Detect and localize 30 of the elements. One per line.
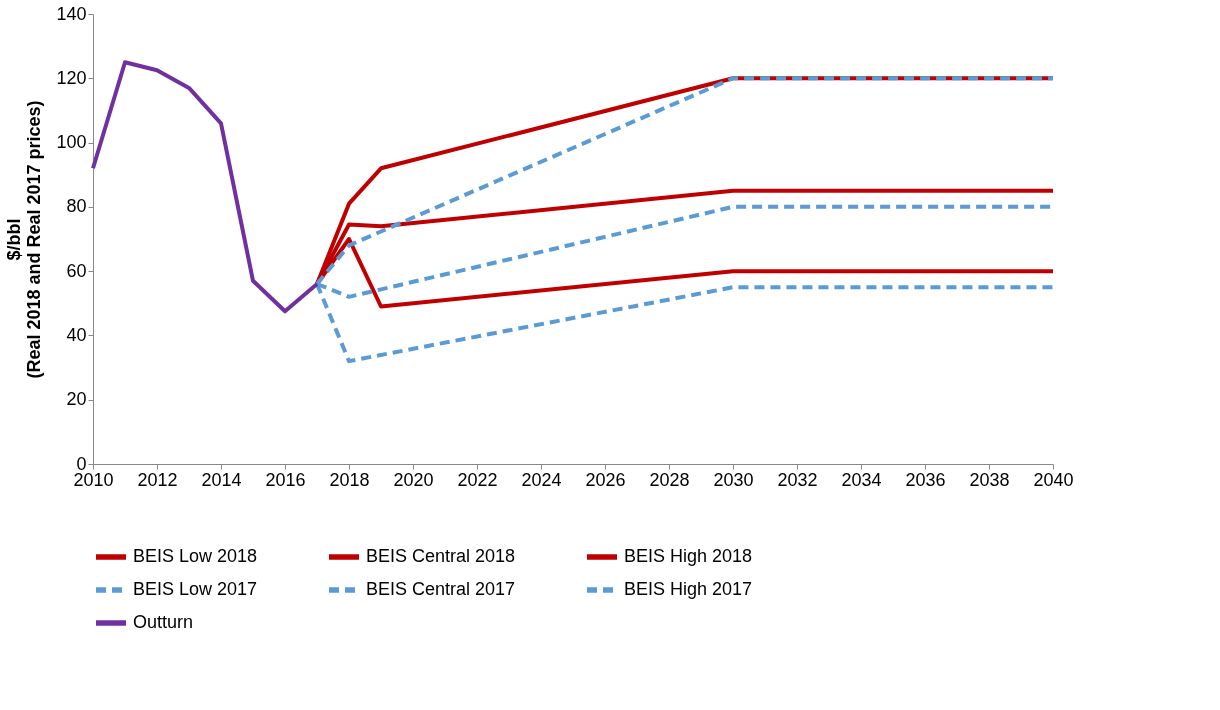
- x-tick-label: 2020: [393, 469, 434, 490]
- x-tick-label: 2014: [201, 469, 242, 490]
- legend-label: BEIS Low 2018: [133, 546, 258, 566]
- y-tick-label: 60: [66, 260, 87, 281]
- x-tick-label: 2022: [457, 469, 498, 490]
- x-tick-label: 2024: [521, 469, 562, 490]
- y-tick-label: 40: [66, 324, 87, 345]
- legend-label: Outturn: [133, 612, 194, 632]
- x-tick-label: 2030: [713, 469, 754, 490]
- x-tick-label: 2038: [969, 469, 1010, 490]
- y-tick-label: 120: [56, 67, 87, 88]
- legend-label: BEIS High 2018: [624, 546, 753, 566]
- x-tick-label: 2016: [265, 469, 306, 490]
- x-tick-label: 2032: [777, 469, 818, 490]
- x-tick-label: 2028: [649, 469, 690, 490]
- y-tick-label: 20: [66, 389, 87, 410]
- x-tick-label: 2012: [137, 469, 178, 490]
- x-tick-label: 2040: [1033, 469, 1074, 490]
- x-tick-label: 2018: [329, 469, 370, 490]
- legend-label: BEIS High 2017: [624, 579, 753, 599]
- legend-label: BEIS Central 2017: [366, 579, 516, 599]
- legend-label: BEIS Central 2018: [366, 546, 516, 566]
- y-tick-label: 100: [56, 132, 87, 153]
- x-tick-label: 2036: [905, 469, 946, 490]
- y-tick-label: 140: [56, 3, 87, 24]
- legend-label: BEIS Low 2017: [133, 579, 258, 599]
- x-tick-label: 2034: [841, 469, 882, 490]
- y-tick-label: 80: [66, 196, 87, 217]
- y-axis-title: $/bbl (Real 2018 and Real 2017 prices): [4, 100, 45, 379]
- x-tick-label: 2026: [585, 469, 626, 490]
